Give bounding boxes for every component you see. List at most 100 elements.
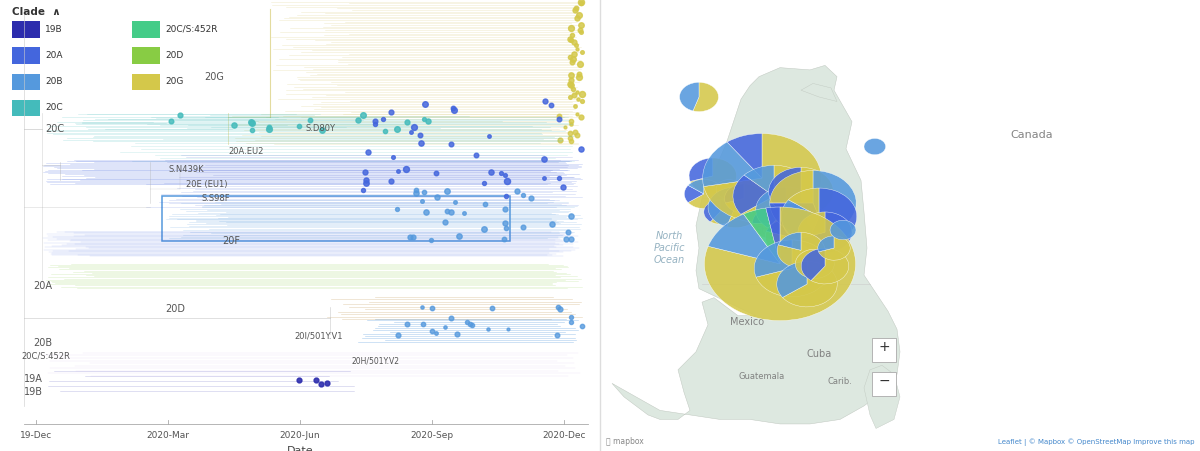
Wedge shape <box>779 202 811 226</box>
Wedge shape <box>708 187 734 227</box>
Text: 2020-Sep: 2020-Sep <box>410 431 454 440</box>
Wedge shape <box>703 142 762 187</box>
Text: 19B: 19B <box>46 25 62 34</box>
Text: 20D: 20D <box>166 51 184 60</box>
Text: S.D80Y: S.D80Y <box>306 124 336 133</box>
Text: −: − <box>878 374 890 388</box>
Text: Clade  ∧: Clade ∧ <box>12 7 61 17</box>
Text: Date: Date <box>287 446 313 451</box>
Wedge shape <box>704 207 856 321</box>
Wedge shape <box>788 188 818 216</box>
Polygon shape <box>864 365 900 428</box>
Wedge shape <box>690 158 737 194</box>
Wedge shape <box>799 212 852 253</box>
Wedge shape <box>756 240 829 297</box>
Wedge shape <box>830 220 856 240</box>
Wedge shape <box>689 158 713 181</box>
Wedge shape <box>716 179 742 199</box>
Text: 20A: 20A <box>34 281 52 291</box>
Text: United
States: United States <box>755 215 787 236</box>
Wedge shape <box>769 167 802 216</box>
Wedge shape <box>703 133 821 223</box>
Wedge shape <box>798 212 826 239</box>
Wedge shape <box>756 187 786 228</box>
Text: Cuba: Cuba <box>806 349 832 359</box>
Wedge shape <box>726 184 763 213</box>
Text: +: + <box>878 340 890 354</box>
Text: S.S98F: S.S98F <box>202 194 229 203</box>
FancyBboxPatch shape <box>12 21 40 38</box>
Wedge shape <box>808 188 857 245</box>
Wedge shape <box>688 179 703 194</box>
Wedge shape <box>710 200 736 224</box>
Text: 20A: 20A <box>46 51 62 60</box>
Text: Mexico: Mexico <box>730 318 764 327</box>
FancyBboxPatch shape <box>132 21 160 38</box>
Wedge shape <box>692 83 719 111</box>
Wedge shape <box>740 166 815 227</box>
Wedge shape <box>708 214 780 264</box>
Text: 2020-Mar: 2020-Mar <box>146 431 190 440</box>
Wedge shape <box>802 167 833 216</box>
Text: 20C: 20C <box>46 124 64 133</box>
Wedge shape <box>864 138 886 155</box>
Text: 19A: 19A <box>24 374 43 384</box>
Wedge shape <box>752 207 774 223</box>
FancyBboxPatch shape <box>12 47 40 64</box>
Wedge shape <box>704 200 720 222</box>
Text: 2020-Jun: 2020-Jun <box>280 431 320 440</box>
Wedge shape <box>802 248 826 281</box>
Text: 20C: 20C <box>46 103 62 112</box>
Text: Canada: Canada <box>1010 130 1054 140</box>
Wedge shape <box>684 185 703 202</box>
Text: Guatemala: Guatemala <box>739 372 785 381</box>
Wedge shape <box>767 219 790 237</box>
Wedge shape <box>796 249 834 278</box>
Text: 20H/501Y.V2: 20H/501Y.V2 <box>352 356 398 365</box>
Wedge shape <box>766 207 780 264</box>
Text: 19-Dec: 19-Dec <box>20 431 52 440</box>
Text: 20C/S:452R: 20C/S:452R <box>22 352 70 361</box>
FancyBboxPatch shape <box>132 47 160 64</box>
Wedge shape <box>770 170 814 203</box>
Wedge shape <box>784 205 821 241</box>
Text: 20E (EU1): 20E (EU1) <box>186 179 228 189</box>
Wedge shape <box>818 236 850 260</box>
Wedge shape <box>811 248 848 284</box>
Wedge shape <box>782 262 838 307</box>
Wedge shape <box>725 184 744 203</box>
Text: 20I/501Y.V1: 20I/501Y.V1 <box>294 331 342 341</box>
Wedge shape <box>727 133 762 178</box>
Text: Carib.: Carib. <box>828 377 852 386</box>
Text: 2020-Dec: 2020-Dec <box>542 431 586 440</box>
Wedge shape <box>733 175 774 214</box>
FancyBboxPatch shape <box>132 74 160 90</box>
Text: 19B: 19B <box>24 387 43 397</box>
Text: S.N439K: S.N439K <box>168 165 204 174</box>
Wedge shape <box>727 187 762 228</box>
Wedge shape <box>818 236 834 252</box>
Text: 20G: 20G <box>204 72 224 82</box>
Text: 20B: 20B <box>46 77 62 86</box>
FancyBboxPatch shape <box>872 338 896 362</box>
FancyBboxPatch shape <box>12 74 40 90</box>
Wedge shape <box>770 203 827 235</box>
Wedge shape <box>778 232 824 268</box>
Wedge shape <box>744 166 774 196</box>
Text: Ⓜ mapbox: Ⓜ mapbox <box>606 437 643 446</box>
Text: Leaflet | © Mapbox © OpenStreetMap Improve this map: Leaflet | © Mapbox © OpenStreetMap Impro… <box>997 439 1194 446</box>
Wedge shape <box>679 83 698 111</box>
Text: 20D: 20D <box>166 304 185 314</box>
Text: 20G: 20G <box>166 77 184 86</box>
Wedge shape <box>814 170 856 234</box>
Wedge shape <box>752 207 796 239</box>
Polygon shape <box>802 83 838 101</box>
Text: 20F: 20F <box>222 236 240 246</box>
Wedge shape <box>688 179 724 208</box>
Wedge shape <box>808 205 830 238</box>
Wedge shape <box>781 200 818 244</box>
Text: 20C/S:452R: 20C/S:452R <box>166 25 217 34</box>
Text: 20A.EU2: 20A.EU2 <box>228 147 263 156</box>
FancyBboxPatch shape <box>12 100 40 116</box>
Wedge shape <box>779 232 802 250</box>
